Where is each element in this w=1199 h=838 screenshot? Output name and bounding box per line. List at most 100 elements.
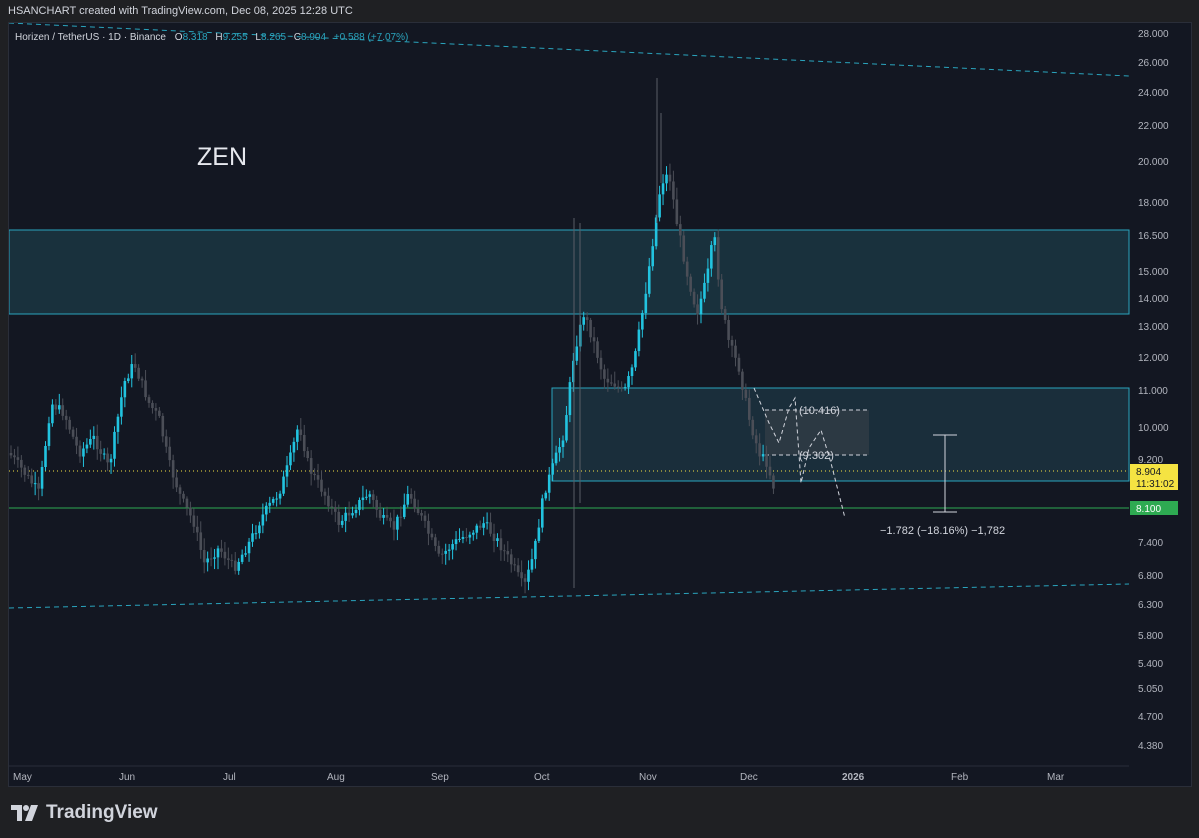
candle-body [254, 533, 258, 535]
candle-body [244, 553, 247, 555]
candle-body [109, 458, 113, 463]
price-tick-label: 5.050 [1138, 684, 1163, 695]
candle-body [737, 357, 741, 372]
resistance-zone [9, 229, 1130, 315]
candle-body [340, 520, 344, 525]
candle-body [537, 527, 541, 541]
svg-text:Horizen / TetherUS · 1D · Bina: Horizen / TetherUS · 1D · Binance O8.318… [15, 32, 408, 43]
candle-body [503, 550, 506, 552]
candle-body [606, 378, 610, 383]
candle-body [268, 502, 272, 506]
candle-body [489, 522, 492, 534]
candle-body [233, 560, 237, 571]
candle-body [682, 235, 686, 262]
footer: TradingView [10, 800, 158, 826]
candle-body [271, 499, 275, 503]
candle-body [572, 360, 575, 383]
svg-text:8.904: 8.904 [1136, 467, 1161, 478]
candle-body [199, 532, 203, 550]
candle-body [472, 532, 475, 535]
candle-body [323, 491, 327, 496]
candle-body [334, 507, 337, 512]
time-tick-label: Mar [1047, 772, 1065, 783]
price-tick-label: 6.300 [1138, 600, 1163, 611]
candle-body [196, 526, 199, 533]
time-tick-label: Oct [534, 772, 550, 783]
candle-body [444, 550, 447, 554]
candle-body [44, 445, 47, 468]
candles [9, 78, 775, 594]
candle-body [189, 507, 192, 516]
upper-target-label: (10.416) [799, 405, 840, 417]
candle-body [651, 246, 654, 267]
candle-body [575, 346, 579, 361]
symbol-legend[interactable]: Horizen / TetherUS · 1D · Binance O8.318… [15, 32, 408, 43]
candle-body [296, 429, 299, 442]
candle-body [616, 386, 620, 388]
candle-body [406, 494, 410, 505]
candle-body [158, 410, 161, 416]
candle-body [316, 475, 320, 480]
candle-body [713, 237, 717, 246]
candle-body [385, 515, 389, 518]
candle-body [282, 476, 285, 494]
candle-body [530, 559, 534, 570]
svg-text:8.100: 8.100 [1136, 504, 1161, 515]
candle-body [516, 565, 520, 573]
candle-body [192, 515, 196, 527]
candle-body [461, 536, 465, 539]
candle-body [127, 378, 130, 381]
candle-body [482, 523, 485, 528]
candle-body [644, 293, 648, 314]
candle-body [658, 194, 661, 218]
candle-body [509, 554, 513, 565]
candle-body [679, 224, 682, 236]
candle-body [710, 245, 713, 269]
candle-body [754, 435, 758, 444]
candle-body [672, 181, 675, 200]
candle-body [451, 544, 454, 550]
candle-body [413, 498, 416, 509]
candle-body [89, 439, 92, 445]
time-axis[interactable]: May Jun Jul Aug Sep Oct Nov Dec 2026 Feb Mar [13, 772, 1065, 783]
candle-body [544, 492, 548, 499]
price-axis[interactable]: 28.000 26.000 24.000 22.000 20.000 18.000 16.5… [1138, 29, 1169, 752]
tradingview-logo-icon [11, 805, 38, 821]
candle-body [164, 436, 168, 447]
candle-body [696, 304, 699, 315]
candle-body [278, 493, 282, 499]
candle-body [427, 520, 430, 534]
price-tick-label: 16.500 [1138, 231, 1169, 242]
chart-canvas[interactable]: ZEN (10.416) (9.302) −1.782 (−18.16%) −1… [9, 23, 1192, 787]
price-tick-label: 10.000 [1138, 423, 1169, 434]
candle-body [237, 561, 240, 571]
candle-body [523, 578, 527, 582]
candle-body [361, 497, 365, 500]
candle-body [258, 525, 261, 534]
time-tick-label: Jul [223, 772, 236, 783]
candle-body [306, 451, 309, 459]
candle-body [26, 474, 30, 476]
price-tick-label: 5.400 [1138, 659, 1163, 670]
candle-body [734, 345, 737, 358]
candle-body [641, 313, 644, 330]
candle-body [630, 367, 634, 377]
candle-body [230, 559, 234, 561]
chart-panel[interactable]: ZEN (10.416) (9.302) −1.782 (−18.16%) −1… [8, 22, 1192, 787]
candle-body [161, 415, 165, 437]
price-tick-label: 7.400 [1138, 538, 1163, 549]
candle-body [171, 460, 175, 478]
candle-body [727, 319, 730, 340]
candle-body [140, 378, 144, 381]
time-tick-label: Nov [639, 772, 657, 783]
candle-body [692, 291, 696, 305]
candle-body [37, 483, 40, 489]
candle-body [613, 383, 617, 387]
candle-body [20, 459, 23, 468]
time-tick-label: Aug [327, 772, 345, 783]
candle-body [699, 298, 703, 315]
candle-body [627, 376, 630, 388]
candle-body [447, 549, 451, 551]
candle-body [772, 475, 775, 489]
candle-body [178, 487, 182, 494]
